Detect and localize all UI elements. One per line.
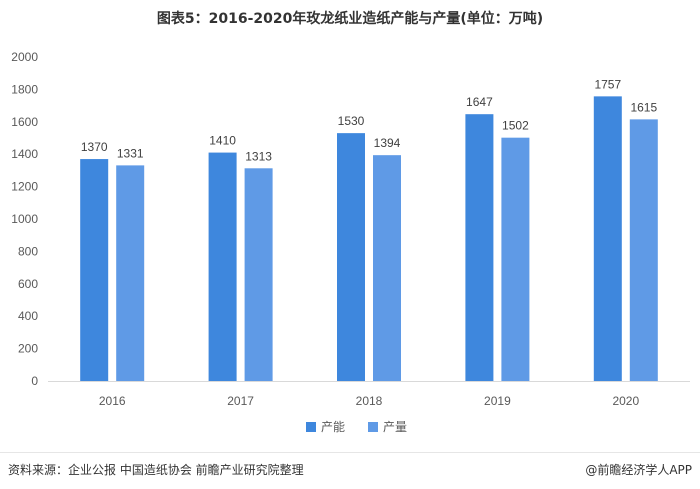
bar-output: [373, 155, 401, 381]
legend: 产能 产量: [306, 420, 407, 434]
y-tick-label: 1800: [11, 82, 38, 96]
data-label: 1530: [338, 114, 365, 128]
bar-capacity: [208, 152, 237, 381]
x-tick-label: 2020: [612, 394, 639, 408]
chart-title: 图表5：2016-2020年玫龙纸业造纸产能与产量(单位：万吨): [156, 11, 544, 27]
y-tick-label: 400: [18, 309, 38, 323]
x-tick-label: 2017: [227, 394, 254, 408]
data-label: 1502: [502, 119, 529, 133]
bar-capacity: [80, 159, 109, 381]
y-tick-label: 1400: [11, 147, 38, 161]
legend-label: 产量: [383, 420, 407, 434]
data-label: 1647: [466, 95, 493, 109]
y-axis: 0 200 400 600 800 1000 1200 1400 1600 1800 2000: [11, 50, 38, 388]
y-tick-label: 2000: [11, 50, 38, 64]
bar-chart: 0 200 400 600 800 1000 1200 1400 1600 1800 2000 20…: [11, 50, 690, 434]
data-label: 1410: [209, 134, 236, 148]
data-label: 1370: [81, 140, 108, 154]
y-tick-label: 0: [31, 374, 38, 388]
bar-output: [116, 165, 145, 381]
y-tick-label: 1600: [11, 115, 38, 129]
y-tick-label: 200: [18, 342, 38, 356]
bar-output: [244, 168, 273, 381]
x-tick-label: 2018: [356, 394, 383, 408]
data-label: 1394: [374, 136, 401, 150]
legend-swatch: [368, 422, 378, 432]
x-tick-label: 2016: [99, 394, 126, 408]
data-label: 1615: [630, 100, 657, 114]
bar-capacity: [465, 114, 494, 381]
y-tick-label: 1000: [11, 212, 38, 226]
source-note: 资料来源：企业公报 中国造纸协会 前瞻产业研究院整理: [8, 463, 304, 477]
y-tick-label: 800: [18, 244, 38, 258]
brand-credit: @前瞻经济学人APP: [585, 463, 692, 477]
data-label: 1757: [594, 77, 621, 91]
x-tick-label: 2019: [484, 394, 511, 408]
bars: [80, 96, 658, 382]
data-label: 1313: [245, 149, 272, 163]
y-tick-label: 1200: [11, 180, 38, 194]
data-labels: 1370 1331 1410 1313 1530 1394 1647 1502 1757 1615: [81, 77, 658, 163]
y-tick-label: 600: [18, 277, 38, 291]
bar-output: [629, 119, 658, 382]
bar-capacity: [593, 96, 622, 381]
x-axis: 2016 2017 2018 2019 2020: [48, 381, 690, 408]
bar-capacity: [337, 133, 365, 381]
footer: 资料来源：企业公报 中国造纸协会 前瞻产业研究院整理 @前瞻经济学人APP: [0, 452, 700, 489]
legend-swatch: [306, 422, 316, 432]
data-label: 1331: [117, 146, 144, 160]
legend-label: 产能: [321, 420, 345, 434]
bar-output: [501, 137, 530, 381]
